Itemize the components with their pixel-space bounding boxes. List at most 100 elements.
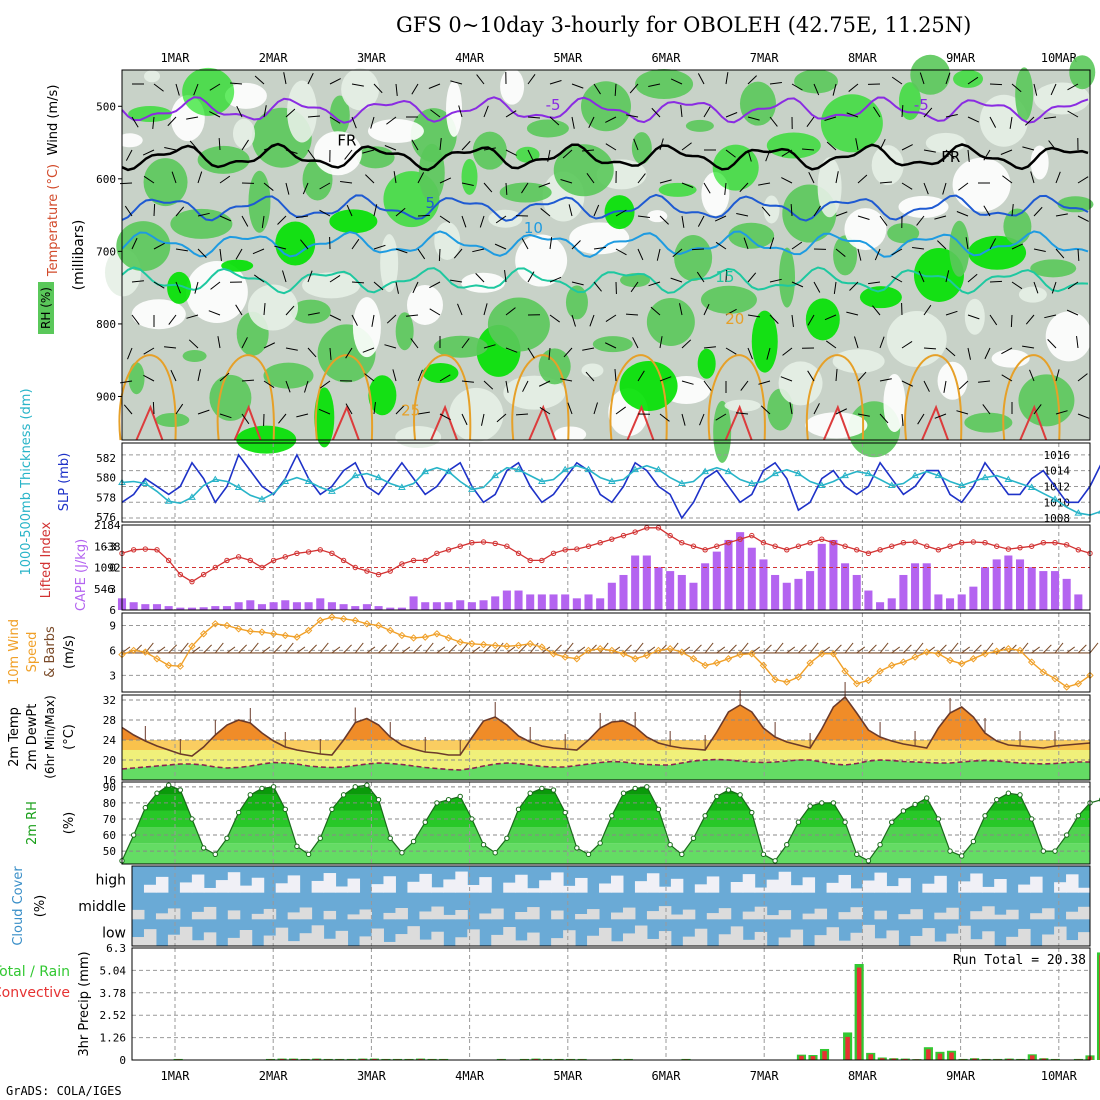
rh-blob [581,81,631,132]
precip-convective-bar [360,1058,366,1060]
wind-barb [346,204,353,217]
thickness-marker [794,469,803,477]
wind-barb [857,215,870,220]
rh-marker [924,795,930,801]
wind-barb [263,303,266,316]
cape-bar [712,551,721,610]
rh-blob [1033,82,1090,115]
wind-barb [549,237,553,250]
wind-barb [1077,215,1089,222]
cape-bar [456,600,465,610]
wind-barb [879,642,889,654]
temp-tick-label: 32 [103,694,116,707]
cloud-cell [419,911,432,920]
cloud-cell [179,926,193,946]
contour-label: -5 [546,96,561,114]
wind-barb [844,642,854,654]
cape-bar [164,606,173,610]
wind-barb [483,644,492,654]
rh-tick-label: 80 [103,797,116,810]
wind-barb [131,314,140,325]
wind-barb [261,215,265,228]
wind-barb [891,646,901,654]
precip-tick-label: 5.04 [100,964,127,977]
cloud-cell [934,912,947,920]
cape-bar [724,539,733,610]
rh-marker [294,843,300,850]
cape-bar [374,606,383,610]
wind-barb [153,203,156,217]
rh-blob [581,363,604,378]
rh-marker [562,809,568,816]
wind-speed-marker [911,653,919,661]
cloud-cell [527,888,540,893]
rh-marker [434,800,440,806]
wind-barb [263,145,276,151]
cape-bar [899,574,908,610]
rh-blob [887,223,920,244]
thickness-marker [467,485,476,492]
wind-barb [824,314,837,321]
rh-marker [655,806,662,813]
wind-barb [505,380,509,393]
precip-convective-bar [799,1055,804,1060]
precip-convective-bar [279,1058,285,1060]
wind-barb [1066,309,1079,316]
cloud-cell [383,876,396,893]
wind-speed-marker [946,656,954,665]
lifted-index-marker [889,543,895,549]
wind-barb [965,237,969,250]
rh-blob [697,348,716,379]
wind-barb [564,642,574,654]
wind-barb [393,171,397,184]
precip-convective-bar [926,1049,931,1060]
cape-bar [479,600,488,610]
cloud-cell [802,877,816,893]
lifted-index-marker [842,543,848,549]
cloud-cell [311,925,325,946]
wind-barb [835,171,839,184]
temp-contour-25 [331,404,360,441]
rh-marker [760,851,767,858]
wind-speed-marker [899,658,908,666]
rh-marker [935,816,942,822]
cloud-cell [838,940,851,946]
thickness-marker [631,465,640,473]
rh-blob [446,80,463,137]
rh-blob [131,299,186,330]
rh-blob [538,348,571,385]
rh-blob [658,182,697,197]
cloud-cell [778,871,792,893]
wind-barb [362,347,375,353]
cloud-cell [778,910,792,920]
wind-barb [378,644,387,654]
panel-frame [121,694,1091,781]
precip-convective-bar [937,1053,943,1060]
cape-bar [1015,559,1025,610]
wind-speed-marker [1074,679,1083,688]
cloud-cell [706,913,720,920]
cloud-cell [575,877,588,893]
wind-barb [879,215,888,227]
wind-barb [813,205,821,217]
rh-marker [714,793,720,800]
wind-barb [786,646,796,654]
axis-label-cloud-pct: (%) [33,895,48,918]
wind-barb [806,116,815,128]
wind-barb [392,369,397,382]
wind-barb [1022,146,1035,151]
wind-barb [901,144,913,151]
wind-barb [978,380,991,383]
contour-label: 10 [524,219,543,237]
time-label-bottom: 8MAR [848,1069,878,1083]
rh-blob [302,272,361,299]
wind-barb [825,340,837,349]
contour-label: -5 [914,96,929,114]
wind-barb [879,138,886,151]
wind-barb [659,376,672,382]
axis-label-lifted: Lifted Index [39,521,54,598]
cape-bar [887,598,896,610]
rh-marker [632,785,638,792]
cloud-cell [898,914,911,920]
cape-bar [351,606,360,610]
